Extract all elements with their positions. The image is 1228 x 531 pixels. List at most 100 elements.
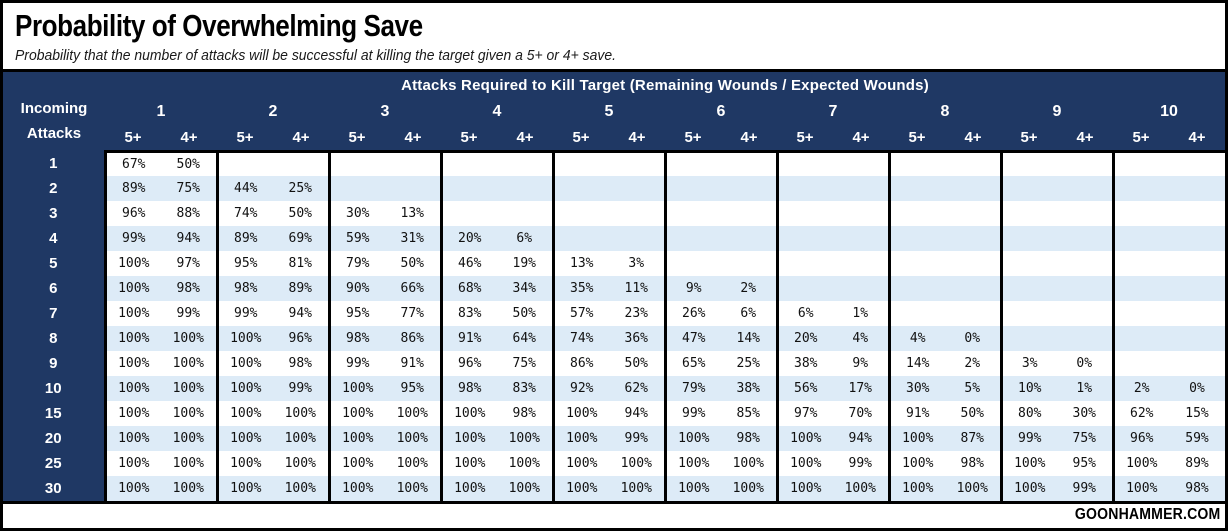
prob-cell (1169, 176, 1225, 201)
prob-cell: 97% (161, 251, 217, 276)
prob-cell (1111, 151, 1169, 176)
group-header-9: 9 (1001, 99, 1113, 125)
prob-cell (1111, 351, 1169, 376)
row-label-30: 30 (3, 476, 105, 501)
prob-cell (273, 151, 329, 176)
prob-cell: 98% (497, 401, 553, 426)
prob-cell: 98% (439, 376, 497, 401)
prob-cell: 97% (775, 401, 833, 426)
prob-cell: 100% (775, 451, 833, 476)
prob-cell (999, 176, 1057, 201)
prob-cell: 14% (721, 326, 777, 351)
table-row-7: 7 100% 99% 99% 94% 95% 77% 83% 50% 57% 23% 26% 6% 6% 1… (3, 301, 1225, 326)
prob-cell: 62% (609, 376, 665, 401)
prob-cell: 68% (439, 276, 497, 301)
prob-cell: 98% (1169, 476, 1225, 501)
prob-cell: 23% (609, 301, 665, 326)
prob-cell: 100% (215, 451, 273, 476)
prob-cell: 91% (887, 401, 945, 426)
prob-cell: 100% (385, 451, 441, 476)
prob-cell (663, 251, 721, 276)
prob-cell: 100% (103, 426, 161, 451)
prob-cell: 25% (273, 176, 329, 201)
prob-cell: 1% (1057, 376, 1113, 401)
prob-cell (775, 251, 833, 276)
row-label-6: 6 (3, 276, 105, 301)
prob-cell (999, 301, 1057, 326)
prob-cell (887, 251, 945, 276)
save-header-8-4plus: 4+ (945, 125, 1001, 153)
prob-cell (1169, 251, 1225, 276)
prob-cell: 56% (775, 376, 833, 401)
prob-cell: 100% (775, 426, 833, 451)
prob-cell: 2% (1111, 376, 1169, 401)
prob-cell: 2% (945, 351, 1001, 376)
prob-cell: 100% (103, 476, 161, 501)
save-header-8-5plus: 5+ (889, 125, 945, 153)
group-header-row: 1 2 3 4 5 6 7 8 9 10 (3, 99, 1225, 125)
prob-cell (497, 176, 553, 201)
prob-cell: 100% (273, 451, 329, 476)
prob-cell: 100% (663, 451, 721, 476)
prob-cell (887, 176, 945, 201)
prob-cell: 95% (1057, 451, 1113, 476)
prob-cell (215, 151, 273, 176)
prob-cell (833, 201, 889, 226)
prob-cell (721, 251, 777, 276)
table-body: 1 67% 50% 2 89% 75% 44% 25% 3 96% 88% 74% 50% 30% 13% 4… (3, 151, 1225, 501)
prob-cell: 44% (215, 176, 273, 201)
page-subtitle: Probability that the number of attacks w… (15, 47, 616, 64)
save-header-4-5plus: 5+ (441, 125, 497, 153)
prob-cell: 38% (721, 376, 777, 401)
prob-cell: 6% (497, 226, 553, 251)
table-row-2: 2 89% 75% 44% 25% (3, 176, 1225, 201)
prob-cell (551, 201, 609, 226)
prob-cell (1111, 176, 1169, 201)
prob-cell: 46% (439, 251, 497, 276)
row-axis-label-line2: Attacks (26, 125, 82, 142)
prob-cell (551, 176, 609, 201)
prob-cell (1111, 251, 1169, 276)
prob-cell: 57% (551, 301, 609, 326)
prob-cell: 100% (609, 476, 665, 501)
prob-cell (1111, 276, 1169, 301)
prob-cell: 100% (887, 426, 945, 451)
table-row-4: 4 99% 94% 89% 69% 59% 31% 20% 6% (3, 226, 1225, 251)
prob-cell: 100% (103, 376, 161, 401)
prob-cell: 0% (1057, 351, 1113, 376)
prob-cell (945, 276, 1001, 301)
prob-cell: 99% (663, 401, 721, 426)
prob-cell: 74% (215, 201, 273, 226)
prob-cell: 100% (103, 301, 161, 326)
prob-cell: 94% (273, 301, 329, 326)
prob-cell: 100% (273, 426, 329, 451)
row-label-5: 5 (3, 251, 105, 276)
brand-text: GOONHAMMER.COM (1074, 505, 1220, 523)
prob-cell: 13% (385, 201, 441, 226)
prob-cell: 69% (273, 226, 329, 251)
group-header-4: 4 (441, 99, 553, 125)
prob-cell: 100% (551, 476, 609, 501)
prob-cell: 96% (273, 326, 329, 351)
prob-cell: 15% (1169, 401, 1225, 426)
row-label-10: 10 (3, 376, 105, 401)
prob-cell (1057, 201, 1113, 226)
prob-cell: 99% (1057, 476, 1113, 501)
prob-cell (887, 301, 945, 326)
save-header-9-5plus: 5+ (1001, 125, 1057, 153)
prob-cell (1169, 351, 1225, 376)
save-header-5-4plus: 4+ (609, 125, 665, 153)
prob-cell: 100% (327, 401, 385, 426)
prob-cell: 99% (161, 301, 217, 326)
prob-cell: 98% (273, 351, 329, 376)
prob-cell: 100% (273, 401, 329, 426)
prob-cell (833, 151, 889, 176)
prob-cell (497, 201, 553, 226)
prob-cell (721, 226, 777, 251)
prob-cell: 100% (497, 426, 553, 451)
group-header-3: 3 (329, 99, 441, 125)
prob-cell: 100% (1111, 476, 1169, 501)
prob-cell: 70% (833, 401, 889, 426)
prob-cell: 25% (721, 351, 777, 376)
table-wrap: Incoming Attacks Attacks Required to Kil… (3, 72, 1225, 504)
